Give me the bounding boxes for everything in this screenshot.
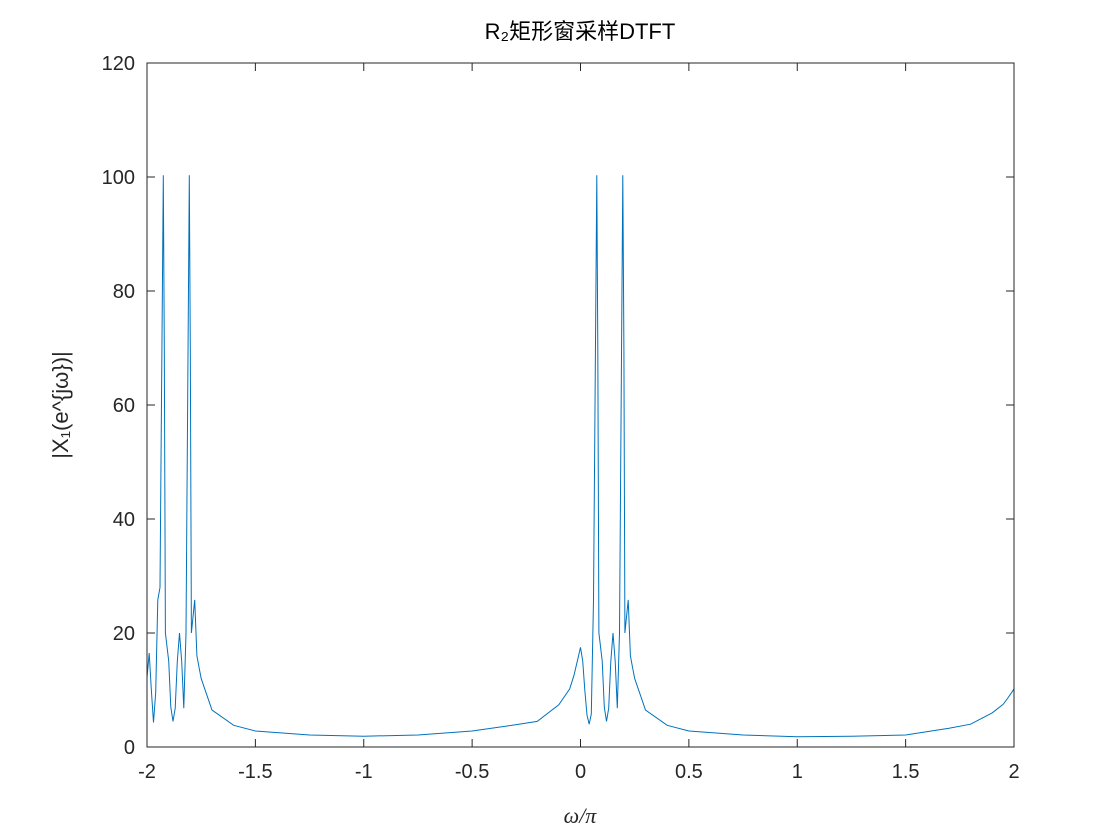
x-axis-ticks: -2 -1.5 -1 -0.5 0 0.5 1 1.5 2 [138,63,1020,783]
y-tick-label: 0 [124,737,135,759]
x-tick-label: -2 [138,761,156,783]
x-tick-label: 0 [575,761,586,783]
y-tick-label: 120 [102,53,135,75]
y-axis-label: |X₁(e^{jω})| [48,351,73,459]
y-axis-ticks: 0 20 40 60 80 100 120 [102,53,1014,759]
y-tick-label: 80 [113,281,135,303]
y-tick-label: 60 [113,395,135,417]
x-tick-label: 1 [792,761,803,783]
x-tick-label: -0.5 [455,761,489,783]
y-tick-label: 40 [113,509,135,531]
x-tick-label: -1 [355,761,373,783]
series-line-0 [146,175,1015,738]
chart-title: R₂矩形窗采样DTFT [485,19,676,44]
y-tick-label: 20 [113,623,135,645]
series-layer [146,175,1015,738]
x-tick-label: -1.5 [238,761,272,783]
x-axis-label: ω/π [564,803,598,828]
x-tick-label: 0.5 [675,761,703,783]
x-tick-label: 2 [1008,761,1019,783]
plot-area [147,63,1014,747]
x-tick-label: 1.5 [892,761,920,783]
y-tick-label: 100 [102,167,135,189]
